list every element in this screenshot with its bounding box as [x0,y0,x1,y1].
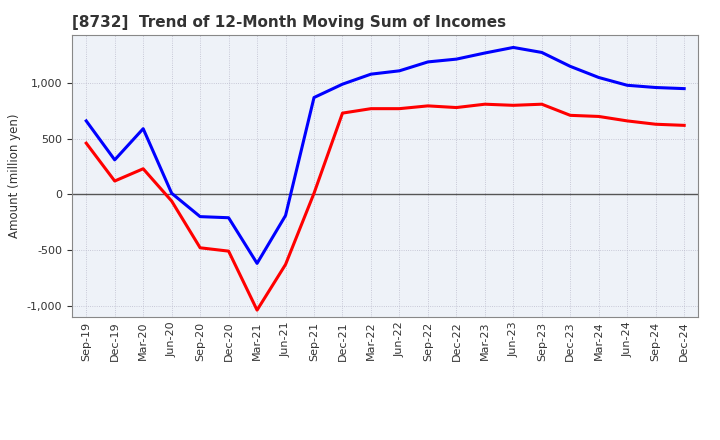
Ordinary Income [652,85,660,90]
Ordinary Income [366,72,375,77]
Net Income [82,140,91,146]
Net Income [139,166,148,172]
Ordinary Income [82,118,91,124]
Net Income [253,308,261,313]
Text: [8732]  Trend of 12-Month Moving Sum of Incomes: [8732] Trend of 12-Month Moving Sum of I… [72,15,506,30]
Ordinary Income [338,81,347,87]
Ordinary Income [395,68,404,73]
Line: Net Income: Net Income [86,104,684,310]
Net Income [509,103,518,108]
Ordinary Income [196,214,204,219]
Ordinary Income [310,95,318,100]
Ordinary Income [225,215,233,220]
Ordinary Income [680,86,688,91]
Net Income [167,198,176,204]
Ordinary Income [110,157,119,162]
Ordinary Income [282,213,290,218]
Net Income [652,121,660,127]
Net Income [566,113,575,118]
Net Income [225,249,233,254]
Ordinary Income [253,261,261,266]
Ordinary Income [423,59,432,65]
Net Income [423,103,432,109]
Net Income [310,191,318,196]
Ordinary Income [623,83,631,88]
Ordinary Income [139,126,148,131]
Line: Ordinary Income: Ordinary Income [86,48,684,264]
Net Income [537,102,546,107]
Net Income [196,245,204,250]
Net Income [338,110,347,116]
Net Income [623,118,631,124]
Net Income [480,102,489,107]
Ordinary Income [167,191,176,196]
Net Income [366,106,375,111]
Net Income [452,105,461,110]
Ordinary Income [480,50,489,55]
Net Income [282,262,290,267]
Net Income [110,178,119,183]
Ordinary Income [595,75,603,80]
Ordinary Income [566,64,575,69]
Net Income [680,123,688,128]
Ordinary Income [509,45,518,50]
Ordinary Income [452,56,461,62]
Ordinary Income [537,50,546,55]
Net Income [595,114,603,119]
Net Income [395,106,404,111]
Y-axis label: Amount (million yen): Amount (million yen) [8,114,21,238]
